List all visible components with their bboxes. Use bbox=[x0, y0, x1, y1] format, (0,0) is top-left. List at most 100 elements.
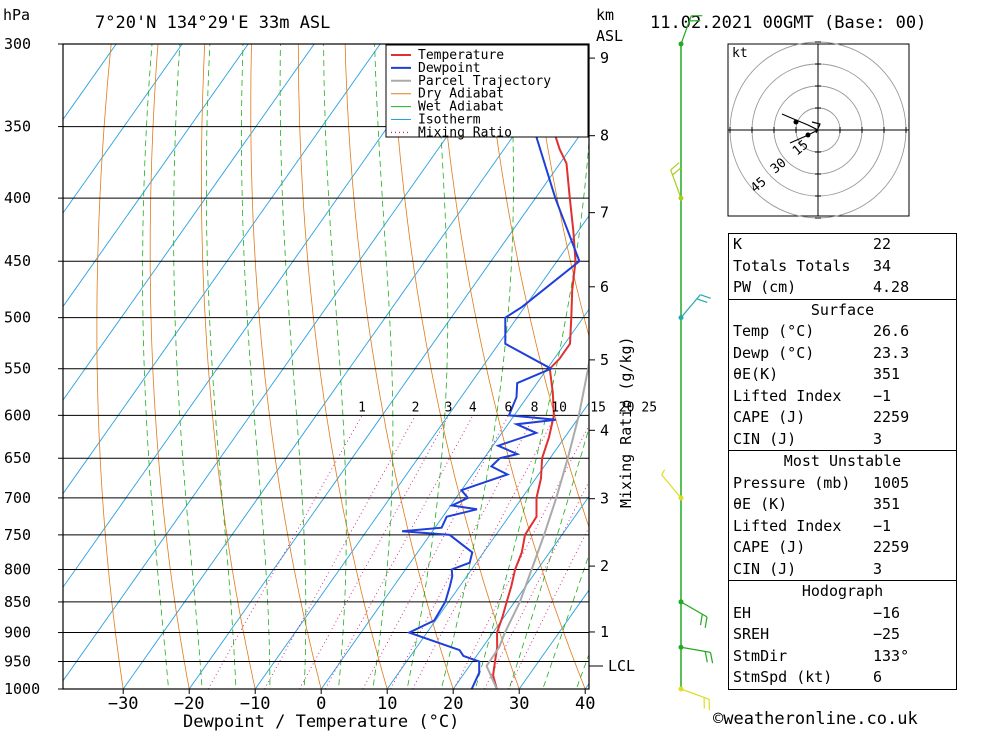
index-key: PW (cm) bbox=[733, 278, 797, 296]
dry-adiabat-line bbox=[987, 7, 1000, 715]
most-unstable-section: Most Unstable Pressure (mb) 1005 θE (K) 351… bbox=[729, 450, 956, 580]
hodograph-unit: kt bbox=[732, 46, 748, 61]
dry-adiabat-line bbox=[250, 44, 322, 689]
wind-barb-flag bbox=[696, 298, 708, 303]
mixing-ratio-line bbox=[362, 415, 509, 689]
y-tick-label: 850 bbox=[4, 593, 31, 611]
surface-key: Lifted Index bbox=[733, 386, 842, 405]
mixing-ratio-label: 10 bbox=[551, 400, 567, 415]
lcl-label: LCL bbox=[608, 657, 635, 675]
km-tick-label: 1 bbox=[600, 623, 609, 641]
km-tick-label: 2 bbox=[600, 557, 609, 575]
index-row: K 22 bbox=[729, 234, 956, 256]
surface-row: Lifted Index −1 bbox=[729, 386, 956, 408]
most-unstable-key: Lifted Index bbox=[733, 516, 842, 535]
legend-label: Mixing Ratio bbox=[418, 125, 512, 140]
km-tick-label: 6 bbox=[600, 278, 609, 296]
most-unstable-key: CIN (J) bbox=[733, 559, 797, 578]
dewpoint-line bbox=[402, 44, 581, 689]
dry-adiabat-line bbox=[485, 44, 589, 529]
x-tick-label: 40 bbox=[575, 694, 595, 714]
y-tick-label: 350 bbox=[4, 118, 31, 136]
wet-adiabat-line bbox=[440, 44, 514, 689]
hodograph-value: 133° bbox=[873, 646, 910, 665]
dry-adiabat-line bbox=[200, 44, 256, 689]
mixing-ratio-line bbox=[299, 415, 449, 689]
wind-barb-flag bbox=[709, 652, 714, 664]
credit-link[interactable]: ©weatheronline.co.uk bbox=[713, 709, 918, 729]
datetime-title: 11.02.2021 00GMT (Base: 00) bbox=[650, 13, 926, 33]
x-tick-label: 10 bbox=[377, 694, 397, 714]
y-tick-label: 950 bbox=[4, 653, 31, 671]
surface-title: Surface bbox=[810, 300, 875, 319]
mixing-ratio-line bbox=[412, 415, 556, 689]
surface-key: Dewp (°C) bbox=[733, 343, 815, 362]
location-title: 7°20'N 134°29'E 33m ASL bbox=[95, 13, 330, 33]
wet-adiabat-line bbox=[241, 44, 271, 689]
isotherm-line bbox=[518, 589, 589, 689]
hodograph-trace bbox=[811, 121, 821, 134]
y-tick-label: 750 bbox=[4, 526, 31, 544]
legend-label: Isotherm bbox=[418, 113, 481, 128]
hodograph-value: −25 bbox=[873, 625, 901, 643]
wet-adiabat-line bbox=[142, 44, 169, 689]
wet-adiabat-line bbox=[372, 44, 394, 689]
surface-row: CAPE (J) 2259 bbox=[729, 407, 956, 429]
isotherm-line bbox=[63, 44, 315, 401]
most-unstable-row: CAPE (J) 2259 bbox=[729, 537, 956, 559]
isotherm-line bbox=[320, 308, 589, 689]
isotherm-line bbox=[63, 44, 249, 308]
surface-row: CIN (J) 3 bbox=[729, 429, 956, 451]
pressure-unit-label: hPa bbox=[3, 6, 30, 24]
hodograph-point bbox=[805, 132, 811, 138]
surface-row: θE(K) 351 bbox=[729, 364, 956, 386]
wet-adiabat-line bbox=[279, 44, 307, 689]
hodograph-row: EH −16 bbox=[729, 603, 956, 625]
mixing-ratio-label: 25 bbox=[641, 400, 657, 415]
y-tick-label: 1000 bbox=[4, 680, 40, 698]
wind-barb bbox=[680, 646, 711, 653]
x-tick-label: −10 bbox=[240, 694, 271, 714]
mixing-ratio-label: 3 bbox=[445, 400, 453, 415]
most-unstable-row: Lifted Index −1 bbox=[729, 516, 956, 538]
dry-adiabat-line bbox=[391, 44, 520, 689]
y-tick-label: 650 bbox=[4, 449, 31, 467]
hodograph-title: Hodograph bbox=[801, 582, 884, 600]
dry-adiabat-line bbox=[344, 44, 454, 689]
mixing-ratio-label: 6 bbox=[505, 400, 513, 415]
legend-label: Parcel Trajectory bbox=[418, 74, 551, 89]
surface-value: 23.3 bbox=[873, 343, 910, 362]
asl-label: ASL bbox=[596, 27, 623, 45]
hodograph-trace bbox=[781, 113, 819, 131]
isotherm-line bbox=[254, 215, 589, 689]
hodograph-key: StmSpd (kt) bbox=[733, 668, 833, 686]
temperature-line bbox=[492, 44, 577, 689]
km-tick-label: 5 bbox=[600, 351, 609, 369]
x-tick-label: 30 bbox=[509, 694, 529, 714]
hodograph-value: 6 bbox=[873, 668, 883, 686]
wind-barb-flag bbox=[672, 167, 682, 176]
surface-section: Surface Temp (°C) 26.6 Dewp (°C) 23.3 θE(K) 3… bbox=[729, 298, 956, 451]
hodograph-row: StmDir 133° bbox=[729, 646, 956, 668]
legend-label: Dewpoint bbox=[418, 61, 481, 76]
km-tick-label: 9 bbox=[600, 49, 609, 67]
y-tick-label: 500 bbox=[4, 309, 31, 327]
most-unstable-value: 351 bbox=[873, 495, 901, 513]
legend-label: Wet Adiabat bbox=[418, 100, 504, 115]
dry-adiabat-line bbox=[149, 44, 190, 689]
most-unstable-title: Most Unstable bbox=[783, 452, 902, 470]
y-tick-label: 450 bbox=[4, 252, 31, 270]
plot-frame bbox=[62, 43, 590, 690]
legend-label: Temperature bbox=[418, 48, 504, 63]
x-tick-label: 0 bbox=[316, 694, 326, 714]
hodograph-point bbox=[793, 119, 799, 125]
km-tick-label: 4 bbox=[600, 421, 609, 439]
x-tick-label: −30 bbox=[108, 694, 139, 714]
x-axis-label: Dewpoint / Temperature (°C) bbox=[183, 712, 459, 732]
dry-adiabat-line bbox=[297, 44, 388, 689]
isotherm-line bbox=[386, 402, 589, 689]
surface-value: 2259 bbox=[873, 408, 910, 426]
legend-label: Dry Adiabat bbox=[418, 87, 504, 102]
wet-adiabat-line bbox=[323, 44, 347, 689]
